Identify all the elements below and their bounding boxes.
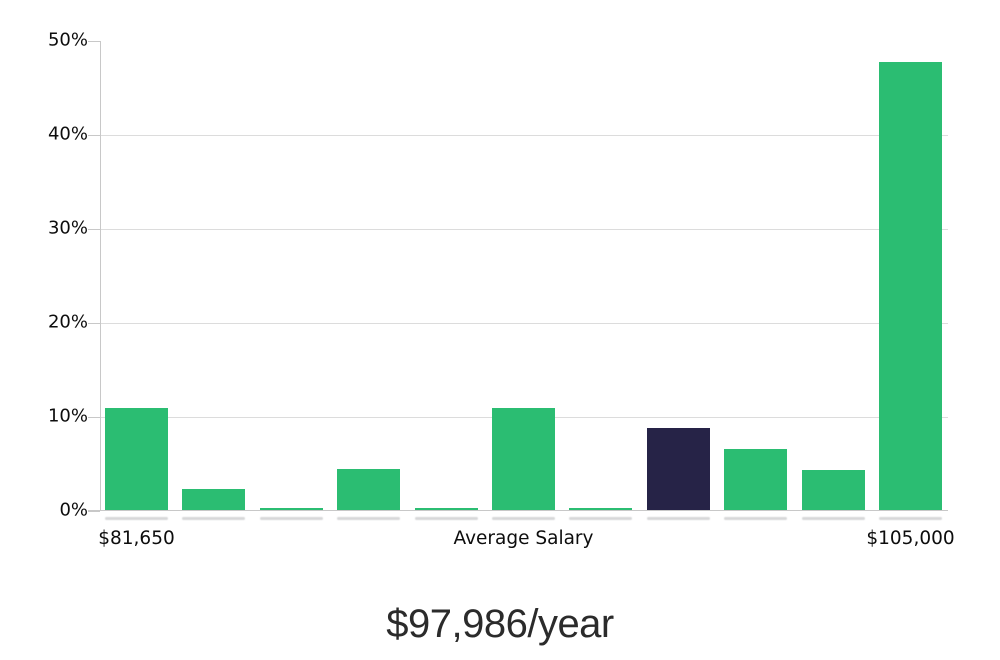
y-axis-tick bbox=[88, 41, 100, 42]
chart-title: $97,986/year bbox=[386, 602, 614, 646]
bar bbox=[182, 489, 246, 510]
bar bbox=[337, 469, 401, 510]
bar bbox=[259, 508, 323, 510]
y-axis-tick bbox=[88, 417, 100, 418]
bar bbox=[414, 508, 478, 510]
bar-base-shadow bbox=[337, 517, 401, 520]
bar bbox=[724, 449, 788, 510]
x-axis-line bbox=[88, 510, 948, 511]
bar bbox=[492, 408, 555, 510]
bar-base-shadow bbox=[569, 517, 633, 520]
y-axis-tick bbox=[88, 323, 100, 324]
x-axis-label: Average Salary bbox=[453, 528, 594, 549]
bar-base-shadow bbox=[646, 517, 710, 520]
bar bbox=[105, 408, 168, 510]
y-tick-label: 0% bbox=[59, 499, 88, 521]
y-tick-label: 10% bbox=[47, 405, 88, 427]
y-tick-label: 40% bbox=[47, 123, 88, 145]
y-axis-line bbox=[100, 41, 101, 511]
gridline bbox=[101, 323, 948, 324]
bar-base-shadow bbox=[492, 517, 555, 520]
x-axis-label: $105,000 bbox=[866, 528, 955, 549]
bar-base-shadow bbox=[182, 517, 246, 520]
bar-base-shadow bbox=[724, 517, 788, 520]
gridline bbox=[101, 135, 948, 136]
y-axis-tick bbox=[88, 229, 100, 230]
bar-base-shadow bbox=[259, 517, 323, 520]
bar bbox=[879, 62, 942, 510]
highlighted-bar bbox=[646, 428, 710, 510]
bar-base-shadow bbox=[105, 517, 168, 520]
y-tick-label: 50% bbox=[47, 29, 88, 51]
plot-area: 0% 10% 20% 30% 40% 50% $81,650 Average Salary $1… bbox=[48, 31, 955, 549]
y-tick-label: 30% bbox=[47, 217, 88, 239]
y-axis-tick bbox=[88, 135, 100, 136]
x-axis-label: $81,650 bbox=[98, 528, 175, 549]
bar-base-shadow bbox=[879, 517, 942, 520]
gridline bbox=[101, 229, 948, 230]
bar-base-shadow bbox=[801, 517, 865, 520]
bar bbox=[569, 508, 633, 510]
y-tick-label: 20% bbox=[47, 311, 88, 333]
bar-base-shadow bbox=[414, 517, 478, 520]
bar bbox=[801, 470, 865, 510]
y-axis-tick bbox=[88, 511, 100, 512]
